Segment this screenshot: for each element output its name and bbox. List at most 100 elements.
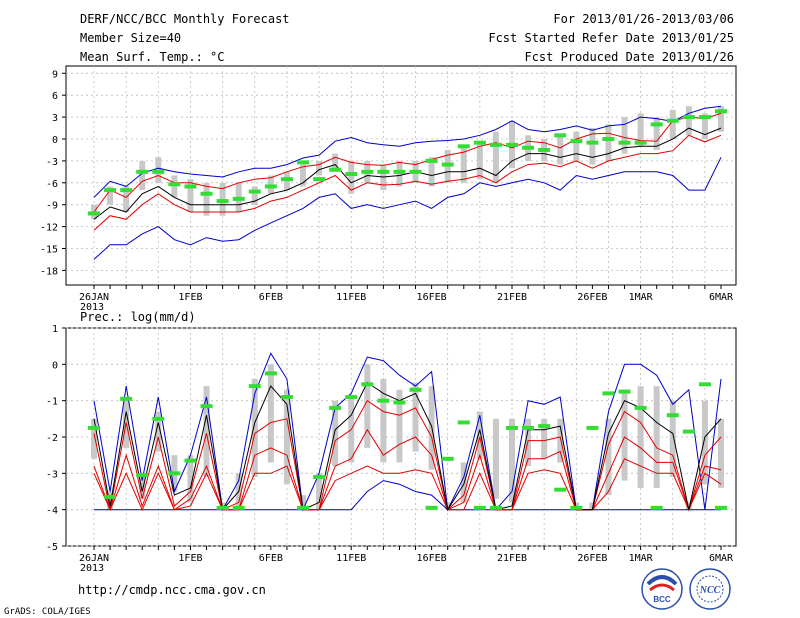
median-marker: [88, 425, 100, 430]
spread-box: [348, 160, 355, 194]
series-max-line: [93, 105, 722, 198]
median-marker: [361, 169, 374, 174]
spread-box: [669, 400, 676, 477]
x-tick-label: 26JAN: [79, 292, 109, 303]
spread-box: [476, 142, 483, 180]
spread-box: [364, 364, 371, 448]
spread-box: [155, 411, 162, 452]
spread-box: [460, 462, 467, 503]
spread-box: [701, 400, 708, 485]
spread-box: [300, 164, 306, 187]
y-tick-label: -1: [46, 397, 58, 408]
variable-text: Mean Surf. Temp.: °C: [80, 50, 225, 64]
median-marker: [650, 505, 663, 510]
spread-box: [380, 378, 387, 463]
spread-box: [171, 175, 178, 198]
x-tick-label: 6MAR: [709, 292, 734, 303]
y-tick-label: -4: [46, 506, 58, 517]
spread-box: [251, 378, 258, 477]
y-tick-label: -12: [40, 223, 58, 234]
x-tick-label: 6MAR: [709, 553, 734, 564]
median-marker: [200, 191, 213, 196]
spread-box: [316, 160, 323, 176]
series-max-line: [93, 352, 722, 512]
series-lower-line: [93, 134, 722, 231]
y-tick-label: 6: [52, 91, 58, 102]
median-marker: [280, 177, 293, 182]
y-tick-label: -15: [40, 245, 58, 256]
spread-box: [621, 117, 628, 154]
median-marker: [393, 400, 406, 405]
spread-box: [123, 186, 130, 212]
series-upper-line: [93, 112, 722, 213]
median-marker: [152, 169, 165, 174]
produced-date-text: Fcst Produced Date 2013/01/26: [524, 50, 734, 64]
median-marker: [377, 169, 390, 174]
y-tick-label: -6: [46, 179, 58, 190]
spread-box: [203, 386, 210, 477]
x-tick-label: 6FEB: [259, 292, 283, 303]
median-marker: [136, 473, 149, 478]
y-tick-label: -9: [46, 201, 58, 212]
ncc-logo-text: NCC: [699, 585, 721, 596]
spread-box: [509, 418, 515, 503]
year-label: 2013: [80, 302, 104, 313]
series-bottom-line: [93, 458, 722, 511]
median-marker: [184, 458, 197, 463]
median-marker: [168, 182, 181, 187]
median-marker: [473, 140, 486, 145]
spread-box: [139, 473, 146, 499]
spread-box: [300, 495, 306, 510]
median-marker: [329, 405, 342, 410]
x-tick-label: 1FEB: [178, 553, 202, 564]
median-marker: [715, 109, 727, 114]
median-marker: [489, 505, 502, 510]
spread-box: [557, 135, 564, 165]
website-url[interactable]: http://cmdp.ncc.cma.gov.cn: [78, 583, 266, 597]
median-marker: [248, 384, 261, 389]
median-marker: [666, 118, 679, 123]
median-marker: [715, 505, 727, 510]
median-marker: [634, 140, 647, 145]
median-marker: [457, 420, 470, 425]
median-marker: [393, 169, 406, 174]
spread-box: [476, 411, 483, 459]
median-marker: [682, 115, 695, 120]
spread-box: [139, 160, 146, 191]
median-marker: [666, 413, 679, 418]
x-tick-label: 11FEB: [336, 292, 366, 303]
spread-box: [107, 491, 114, 510]
y-tick-label: 1: [52, 324, 58, 335]
median-marker: [634, 405, 647, 410]
median-marker: [506, 142, 518, 147]
spread-box: [573, 131, 580, 161]
series-lower-line: [93, 428, 722, 512]
y-tick-label: 9: [52, 69, 58, 80]
median-marker: [216, 505, 229, 510]
median-marker: [506, 425, 518, 430]
median-marker: [409, 387, 422, 392]
spread-box: [283, 389, 290, 485]
spread-box: [267, 364, 274, 463]
x-tick-label: 26FEB: [577, 553, 607, 564]
title-text: DERF/NCC/BCC Monthly Forecast: [80, 12, 290, 26]
precip-title-text: Prec.: log(mm/d): [80, 310, 196, 324]
x-tick-label: 6FEB: [259, 553, 283, 564]
median-marker: [522, 425, 535, 430]
median-marker: [698, 382, 711, 387]
median-marker: [104, 494, 117, 499]
median-marker: [650, 122, 663, 127]
spread-box: [637, 113, 644, 147]
median-marker: [216, 199, 229, 204]
y-tick-label: -2: [46, 433, 58, 444]
spread-box: [589, 502, 596, 510]
grads-credit: GrADS: COLA/IGES: [4, 607, 91, 617]
spread-box: [91, 418, 97, 459]
spread-box: [589, 128, 596, 165]
refer-date-text: Fcst Started Refer Date 2013/01/25: [488, 31, 734, 45]
x-tick-label: 16FEB: [417, 553, 447, 564]
median-marker: [120, 396, 133, 401]
y-tick-label: -5: [46, 542, 58, 553]
spread-box: [541, 418, 548, 459]
